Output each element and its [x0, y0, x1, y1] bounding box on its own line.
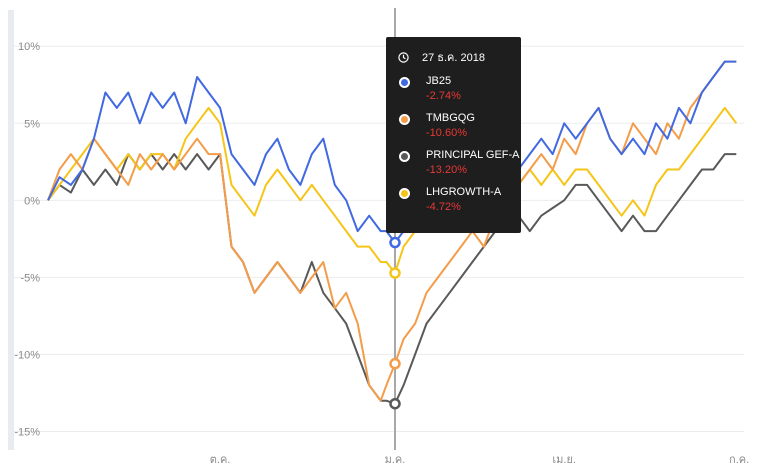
- x-tick-label: ม.ค.: [385, 454, 406, 466]
- y-tick-label: -10%: [14, 349, 40, 361]
- series-line-jb25: [47, 60, 737, 244]
- y-tick-label: -15%: [14, 426, 40, 438]
- tooltip-series-value: -13.20%: [426, 164, 467, 176]
- series-color-dot: [399, 151, 410, 162]
- y-axis-labels: 10% 5% 0% -5% -10% -15%: [14, 41, 40, 438]
- tooltip-series-name: JB25: [426, 75, 452, 87]
- x-tick-label: ต.ค.: [210, 454, 231, 466]
- tooltip-date: 27 ธ.ค. 2018: [422, 52, 486, 64]
- tooltip-series-name: PRINCIPAL GEF-A: [426, 149, 520, 161]
- hover-marker: [389, 236, 401, 249]
- y-tick-label: 0%: [24, 195, 40, 207]
- tooltip-entry-jb25: JB25 -2.74%: [398, 75, 520, 109]
- grid: [14, 45, 744, 432]
- x-axis-labels: ต.ค. ม.ค. เม.ย. ก.ค.: [210, 454, 749, 466]
- tooltip-entry-tmbgqg: TMBGQG -10.60%: [398, 112, 520, 146]
- y-tick-label: -5%: [20, 272, 40, 284]
- clock-icon: [398, 51, 409, 63]
- hover-marker: [389, 397, 401, 410]
- y-tick-label: 5%: [24, 118, 40, 130]
- tooltip-date-row: 27 ธ.ค. 2018: [398, 49, 485, 65]
- series-color-dot: [399, 114, 410, 125]
- tooltip-series-name: TMBGQG: [426, 112, 475, 124]
- x-tick-label: เม.ย.: [552, 454, 576, 466]
- hover-markers: [389, 236, 401, 410]
- tooltip-series-value: -4.72%: [426, 201, 461, 213]
- hover-marker: [389, 267, 401, 279]
- x-tick-label: ก.ค.: [729, 454, 749, 466]
- hover-marker: [389, 357, 401, 370]
- series-color-dot: [399, 188, 410, 199]
- tooltip-entry-lhgrowth-a: LHGROWTH-A -4.72%: [398, 186, 520, 220]
- plot-left-bar: [8, 10, 14, 450]
- hover-tooltip: 27 ธ.ค. 2018 JB25 -2.74% TMBGQG -10.60% …: [386, 37, 521, 233]
- y-tick-label: 10%: [18, 41, 40, 53]
- tooltip-series-value: -10.60%: [426, 127, 467, 139]
- tooltip-series-value: -2.74%: [426, 90, 461, 102]
- tooltip-entry-principal-gef-a: PRINCIPAL GEF-A -13.20%: [398, 149, 520, 183]
- series-color-dot: [399, 77, 410, 88]
- tooltip-series-name: LHGROWTH-A: [426, 186, 502, 198]
